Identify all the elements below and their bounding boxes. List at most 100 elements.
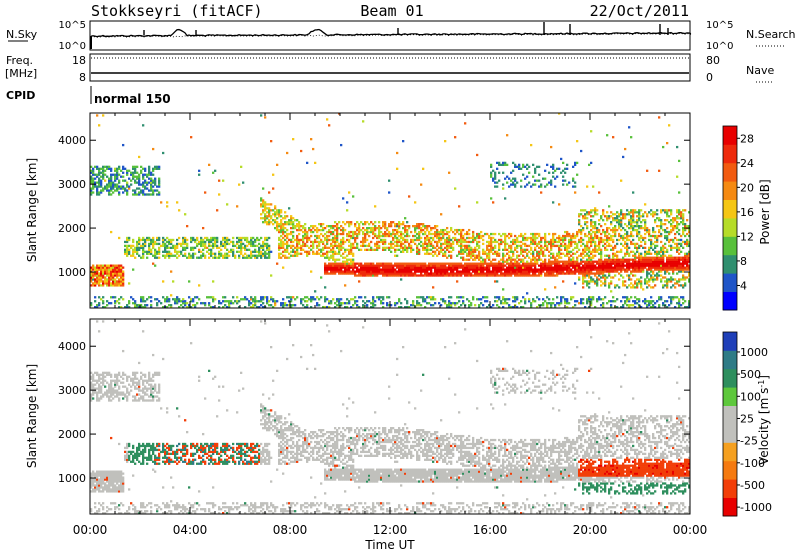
power-cell [412,274,415,277]
power-cell [112,183,115,186]
power-cell [510,256,513,259]
power-cell [570,234,573,238]
power-cell [520,264,523,267]
power-cell [578,262,581,265]
power-cell [356,304,359,307]
power-cell [392,242,395,246]
power-cell [566,268,569,271]
power-cell [166,201,169,204]
power-cell [574,234,577,238]
power-cell [358,226,361,230]
power-cell [514,300,517,303]
power-cell [366,226,369,230]
power-cell [650,264,653,267]
power-cell [460,270,463,273]
power-cell [196,242,199,246]
power-cell [542,252,545,255]
power-cell [302,236,305,240]
power-cell [614,232,617,236]
power-cell [578,266,581,269]
power-cell [548,266,551,269]
power-cell [592,215,595,218]
power-cell [536,252,539,255]
power-cell [636,256,639,259]
power-cell [440,236,443,240]
power-cell [208,244,211,248]
power-cell [496,185,499,188]
power-cell [330,242,333,246]
power-cell [210,296,213,299]
power-cell [150,240,153,244]
power-cell [640,266,643,269]
power-cell [516,272,519,275]
power-cell [430,228,433,232]
power-cell [600,276,603,279]
power-cell [564,179,567,182]
power-cell [142,193,145,196]
power-cell [384,242,387,246]
power-cell [196,302,199,305]
power-cell [218,256,221,259]
power-cell [450,274,453,277]
power-cell [628,258,631,261]
power-cell [516,250,519,253]
power-cell [372,268,375,271]
power-cell [276,300,279,303]
power-cell [408,272,411,275]
power-cell [640,264,643,267]
power-cell [176,246,179,250]
power-cell [452,246,455,250]
power-cell [122,171,125,174]
power-cell [130,179,133,182]
power-cell [114,185,117,188]
power-cell [564,230,567,234]
power-cell [618,232,621,236]
power-cell [286,223,289,226]
power-cell [112,278,115,281]
power-cell [340,232,343,236]
power-cell [278,244,281,248]
power-cell [286,215,289,218]
power-cell [416,252,419,255]
power-cell [504,254,507,257]
power-cell [646,270,649,273]
power-cell [566,262,569,265]
power-cell [482,304,485,307]
power-cell [156,167,159,170]
power-cell [264,219,267,222]
power-cell [544,248,547,251]
power-cell [624,302,627,305]
power-cell [554,177,557,180]
power-cell [400,278,403,281]
power-cell [286,296,289,299]
power-cell [502,268,505,271]
power-cell [332,268,335,271]
power-cell [294,298,297,301]
power-cell [632,274,635,277]
power-cell [262,306,265,308]
power-cell [444,270,447,273]
power-cell [630,209,633,212]
power-cell [364,268,367,271]
power-cell [422,270,425,273]
power-cell [186,302,189,305]
power-cell [338,304,341,307]
power-cell [608,260,611,263]
power-cell [90,175,93,178]
power-cell [206,246,209,250]
power-cell [538,242,541,246]
power-cell [414,234,417,238]
power-cell [642,256,645,259]
power-cell [504,197,507,200]
power-cell [208,252,211,255]
power-cell [478,304,481,307]
power-cell [388,232,391,236]
power-cell [552,234,555,238]
power-cell [378,230,381,234]
power-cell [498,264,501,267]
power-cell [508,254,511,257]
power-cell [154,264,157,267]
power-cell [560,302,563,305]
power-cell [544,236,547,240]
power-cell [610,244,613,248]
